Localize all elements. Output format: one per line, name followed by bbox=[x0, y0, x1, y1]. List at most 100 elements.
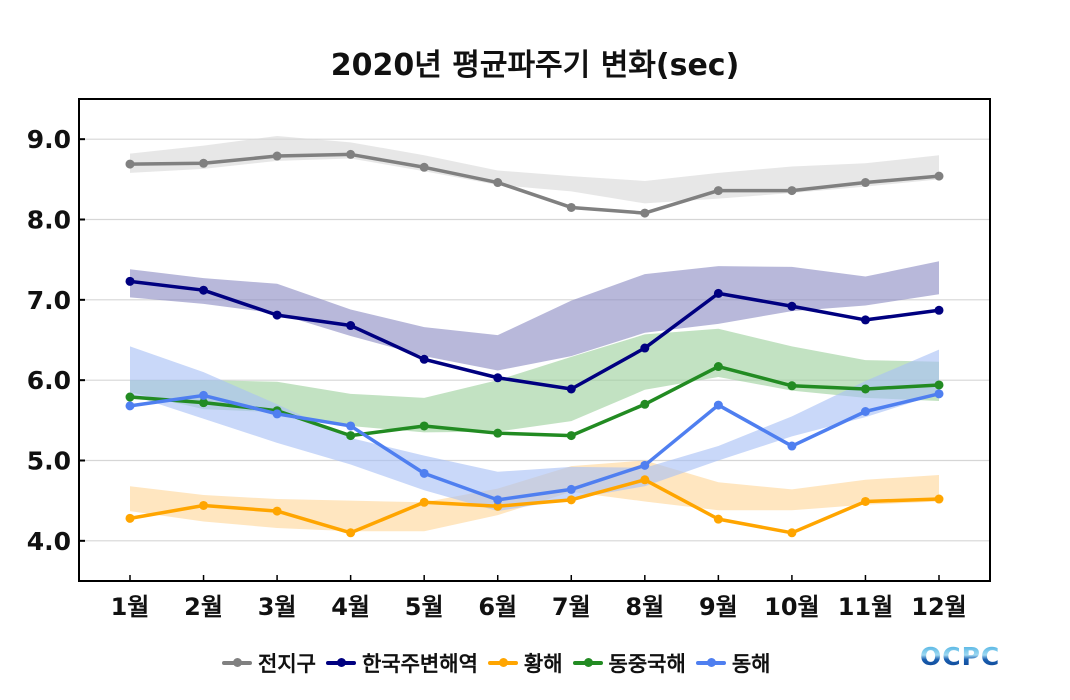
series-line-동해 bbox=[129, 392, 940, 502]
x-tick-label: 8월 bbox=[625, 593, 664, 621]
x-tick-label: 4월 bbox=[331, 593, 370, 621]
data-point-한국주변해역 bbox=[640, 343, 650, 353]
data-point-동해 bbox=[787, 441, 797, 451]
data-point-동해 bbox=[125, 401, 135, 411]
x-tick-label: 10월 bbox=[764, 593, 819, 621]
data-point-황해 bbox=[934, 494, 944, 504]
data-point-전지구 bbox=[346, 149, 356, 159]
data-point-동중국해 bbox=[199, 398, 209, 408]
legend-item: 동중국해 bbox=[572, 648, 686, 678]
x-tick-label: 11월 bbox=[838, 593, 893, 621]
y-tick-label: 9.0 bbox=[27, 125, 71, 154]
legend-label: 동중국해 bbox=[608, 652, 686, 676]
data-point-한국주변해역 bbox=[566, 384, 576, 394]
legend-label: 한국주변해역 bbox=[361, 652, 478, 676]
data-point-전지구 bbox=[566, 202, 576, 212]
legend-label: 전지구 bbox=[258, 652, 316, 676]
data-point-한국주변해역 bbox=[787, 301, 797, 311]
data-point-동해 bbox=[640, 460, 650, 470]
data-point-전지구 bbox=[934, 171, 944, 181]
data-point-한국주변해역 bbox=[713, 288, 723, 298]
data-point-동해 bbox=[419, 468, 429, 478]
axis-layer: 4.0 5.0 6.0 7.0 8.0 9.0 1월 2월 3월 4월 5월 6월 7월 8월 9월 10월 1… bbox=[27, 98, 991, 621]
data-point-전지구 bbox=[787, 186, 797, 196]
band-동해 bbox=[130, 346, 939, 512]
plot-frame bbox=[78, 98, 991, 582]
data-point-전지구 bbox=[199, 158, 209, 168]
data-point-전지구 bbox=[713, 186, 723, 196]
data-point-한국주변해역 bbox=[419, 354, 429, 364]
legend-label: 황해 bbox=[523, 652, 563, 676]
legend-item: 황해 bbox=[487, 648, 563, 678]
legend-line-marker-icon bbox=[572, 658, 603, 667]
data-point-동중국해 bbox=[860, 384, 870, 394]
data-point-동해 bbox=[713, 400, 723, 410]
data-point-전지구 bbox=[640, 208, 650, 218]
data-point-황해 bbox=[787, 528, 797, 538]
data-point-동중국해 bbox=[934, 380, 944, 390]
data-point-한국주변해역 bbox=[934, 305, 944, 315]
data-point-한국주변해역 bbox=[199, 285, 209, 295]
data-point-황해 bbox=[346, 528, 356, 538]
x-tick-label: 6월 bbox=[478, 593, 517, 621]
data-point-전지구 bbox=[860, 178, 870, 188]
data-point-동해 bbox=[860, 406, 870, 416]
x-tick-label: 3월 bbox=[258, 593, 297, 621]
chart-title: 2020년 평균파주기 변화(sec) bbox=[330, 48, 740, 83]
ocpc-logo: OCPC bbox=[920, 642, 1001, 671]
data-point-동중국해 bbox=[713, 362, 723, 372]
legend-line-marker-icon bbox=[695, 658, 726, 667]
data-point-전지구 bbox=[125, 159, 135, 169]
legend-item: 전지구 bbox=[222, 648, 316, 678]
x-tick-label: 9월 bbox=[699, 593, 738, 621]
data-point-동해 bbox=[934, 389, 944, 399]
data-point-황해 bbox=[713, 514, 723, 524]
series-line-한국주변해역 bbox=[129, 279, 940, 391]
data-point-한국주변해역 bbox=[272, 310, 282, 320]
data-point-황해 bbox=[860, 496, 870, 506]
data-point-전지구 bbox=[493, 178, 503, 188]
data-point-황해 bbox=[566, 495, 576, 505]
band-전지구 bbox=[130, 135, 939, 204]
data-point-황해 bbox=[272, 506, 282, 516]
data-point-동중국해 bbox=[787, 381, 797, 391]
data-point-황해 bbox=[199, 500, 209, 510]
x-tick-label: 5월 bbox=[405, 593, 444, 621]
x-tick-label: 12월 bbox=[911, 593, 966, 621]
data-point-동중국해 bbox=[125, 392, 135, 402]
data-point-황해 bbox=[640, 475, 650, 485]
data-point-동중국해 bbox=[493, 428, 503, 438]
x-tick-label: 1월 bbox=[111, 593, 150, 621]
y-tick-label: 8.0 bbox=[27, 206, 71, 235]
band-한국주변해역 bbox=[130, 261, 939, 371]
data-point-한국주변해역 bbox=[346, 321, 356, 331]
legend-line-marker-icon bbox=[487, 658, 518, 667]
legend-item: 한국주변해역 bbox=[325, 648, 478, 678]
data-point-전지구 bbox=[419, 162, 429, 172]
data-point-황해 bbox=[493, 501, 503, 511]
data-point-동해 bbox=[346, 421, 356, 431]
data-point-한국주변해역 bbox=[493, 373, 503, 383]
data-point-황해 bbox=[419, 497, 429, 507]
x-tick-label: 7월 bbox=[552, 593, 591, 621]
line-layer bbox=[125, 149, 944, 538]
band-동중국해 bbox=[130, 328, 939, 433]
data-point-동해 bbox=[566, 484, 576, 494]
y-tick-label: 7.0 bbox=[27, 286, 71, 315]
data-point-전지구 bbox=[272, 151, 282, 161]
data-point-동중국해 bbox=[640, 399, 650, 409]
data-point-동중국해 bbox=[419, 421, 429, 431]
data-point-동중국해 bbox=[346, 431, 356, 441]
series-line-황해 bbox=[129, 478, 940, 535]
data-point-동해 bbox=[272, 409, 282, 419]
y-tick-label: 6.0 bbox=[27, 366, 71, 395]
legend-label: 동해 bbox=[731, 652, 771, 676]
data-point-동해 bbox=[493, 495, 503, 505]
legend-line-marker-icon bbox=[325, 658, 356, 667]
y-tick-label: 5.0 bbox=[27, 447, 71, 476]
x-tick-label: 2월 bbox=[184, 593, 223, 621]
data-point-한국주변해역 bbox=[125, 276, 135, 286]
data-point-동해 bbox=[199, 390, 209, 400]
series-line-전지구 bbox=[129, 152, 940, 215]
